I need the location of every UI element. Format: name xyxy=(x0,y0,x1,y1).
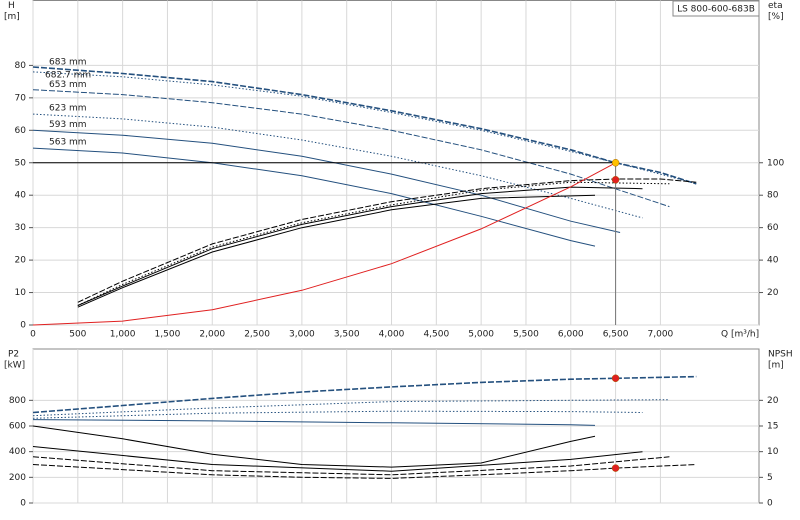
x-tick-label: 3,500 xyxy=(334,330,360,340)
x-tick-label: 2,000 xyxy=(199,330,225,340)
y-tick-label: 80 xyxy=(15,61,27,71)
curve-label: 623 mm xyxy=(49,104,87,114)
y2-tick-label: 0 xyxy=(767,499,773,509)
y2-tick-label: 100 xyxy=(767,158,784,168)
curve xyxy=(32,425,596,468)
y-tick-label: 200 xyxy=(9,473,26,483)
curve xyxy=(32,147,596,247)
chart-title: LS 800-600-683B xyxy=(677,5,755,15)
operating-point xyxy=(611,374,620,383)
y-tick-label: 0 xyxy=(20,499,26,509)
curve-label: 593 mm xyxy=(49,120,87,130)
x-tick-label: 2,500 xyxy=(244,330,270,340)
x-tick-label: 3,000 xyxy=(289,330,315,340)
curve xyxy=(32,129,621,233)
y-tick-label: 20 xyxy=(15,256,27,266)
curve xyxy=(32,456,670,476)
curve xyxy=(32,419,596,426)
x-tick-label: 1,500 xyxy=(155,330,181,340)
curve xyxy=(32,375,697,414)
x-tick-label: 6,000 xyxy=(558,330,584,340)
y2-tick-label: 20 xyxy=(767,288,779,298)
curve xyxy=(32,71,697,185)
curve xyxy=(32,446,643,472)
x-tick-label: 0 xyxy=(30,330,36,340)
x-tick-label: 4,500 xyxy=(423,330,449,340)
y2-tick-label: 15 xyxy=(767,422,778,432)
x-tick-label: 5,500 xyxy=(513,330,539,340)
y2-axis-label: NPSH xyxy=(768,350,793,360)
y-axis-unit: [kW] xyxy=(4,361,25,371)
y-tick-label: 70 xyxy=(15,93,27,103)
curve xyxy=(32,162,616,326)
y-tick-label: 30 xyxy=(15,223,27,233)
x-tick-label: 5,000 xyxy=(468,330,494,340)
y2-tick-label: 10 xyxy=(767,447,779,457)
y-tick-label: 40 xyxy=(15,191,27,201)
x-tick-label: 4,000 xyxy=(379,330,405,340)
curve xyxy=(32,89,670,208)
curve xyxy=(32,399,670,417)
title-box xyxy=(672,0,760,17)
y2-tick-label: 80 xyxy=(767,191,779,201)
y2-axis-unit: [%] xyxy=(768,12,784,22)
y2-axis-unit: [m] xyxy=(768,361,784,371)
curve-label: 653 mm xyxy=(49,80,87,90)
y2-tick-label: 60 xyxy=(767,223,779,233)
y2-axis-label: eta xyxy=(768,1,783,11)
curve xyxy=(32,113,643,219)
y-axis-label: H xyxy=(8,1,15,11)
y-tick-label: 60 xyxy=(15,126,27,136)
y2-tick-label: 5 xyxy=(767,473,773,483)
x-tick-label: 7,000 xyxy=(648,330,674,340)
x-axis-label: Q [m³/h] xyxy=(721,330,759,340)
operating-point xyxy=(611,159,620,167)
x-tick-label: 6,500 xyxy=(603,330,629,340)
curve-label: 682.7 mm xyxy=(45,70,91,80)
curve xyxy=(77,194,596,308)
x-tick-label: 1,000 xyxy=(110,330,136,340)
y-tick-label: 0 xyxy=(20,321,26,331)
curve xyxy=(77,186,643,306)
y-tick-label: 50 xyxy=(15,158,27,168)
x-tick-label: 500 xyxy=(69,330,86,340)
curve xyxy=(77,178,697,303)
operating-point xyxy=(611,464,620,472)
curve xyxy=(77,181,670,306)
curve xyxy=(32,410,643,419)
y-tick-label: 800 xyxy=(9,396,26,406)
curve-label: 563 mm xyxy=(49,138,87,148)
y2-tick-label: 40 xyxy=(767,256,779,266)
curve xyxy=(32,464,697,479)
y-tick-label: 10 xyxy=(15,288,27,298)
operating-point xyxy=(611,176,620,184)
y-axis-label: P2 xyxy=(8,350,19,360)
curve-label: 683 mm xyxy=(49,58,87,68)
y-tick-label: 400 xyxy=(9,447,26,457)
y2-tick-label: 20 xyxy=(767,396,779,406)
y-tick-label: 600 xyxy=(9,422,26,432)
y-axis-unit: [m] xyxy=(4,12,20,22)
